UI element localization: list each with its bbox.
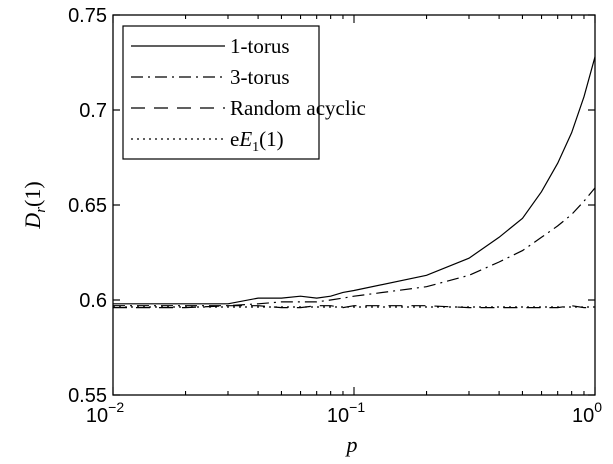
- x-tick-label: 10−2: [86, 399, 124, 427]
- legend-label: eE1(1): [230, 127, 284, 155]
- y-axis: 0.55 0.6 0.65 0.7 0.75: [68, 5, 595, 407]
- series-line-3-torus: [113, 187, 596, 307]
- x-tick-label: 10−1: [327, 399, 365, 427]
- x-axis: 10−2 10−1 100: [86, 15, 602, 427]
- y-tick-label: 0.65: [68, 195, 107, 217]
- legend-label: Random acyclic: [230, 96, 366, 120]
- x-tick-label: 100: [572, 399, 602, 427]
- series-lines: [113, 56, 596, 309]
- legend-label: 1-torus: [230, 34, 290, 58]
- y-tick-label: 0.6: [79, 290, 107, 312]
- legend-box: [122, 25, 320, 160]
- x-axis-label: p: [345, 432, 358, 457]
- y-tick-label: 0.75: [68, 5, 107, 27]
- y-axis-label: Dr(1): [20, 181, 49, 229]
- series-line-1-torus: [113, 56, 596, 305]
- y-tick-label: 0.7: [79, 100, 107, 122]
- legend-label: 3-torus: [230, 65, 290, 89]
- legend: 1-torus 3-torus Random acyclic eE1(1): [122, 25, 366, 160]
- y-tick-label: 0.55: [68, 385, 107, 407]
